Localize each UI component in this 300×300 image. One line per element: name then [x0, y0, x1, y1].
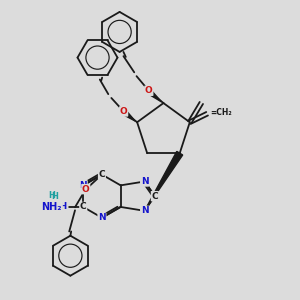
Text: NH₂: NH₂	[42, 202, 62, 212]
Text: =CH₂: =CH₂	[210, 109, 232, 118]
Text: N: N	[141, 206, 148, 215]
Text: N: N	[80, 181, 87, 190]
Text: NH: NH	[52, 202, 68, 211]
Text: C: C	[99, 170, 105, 179]
Text: H: H	[48, 191, 55, 200]
Text: C: C	[152, 192, 158, 201]
Text: H: H	[51, 192, 58, 201]
Text: N: N	[141, 177, 148, 186]
Polygon shape	[148, 91, 161, 102]
Text: O: O	[120, 107, 128, 116]
Polygon shape	[124, 112, 135, 121]
Text: O: O	[145, 86, 153, 95]
Polygon shape	[145, 152, 183, 211]
Text: C: C	[80, 202, 86, 211]
Text: N: N	[98, 213, 106, 222]
Text: O: O	[82, 185, 90, 194]
